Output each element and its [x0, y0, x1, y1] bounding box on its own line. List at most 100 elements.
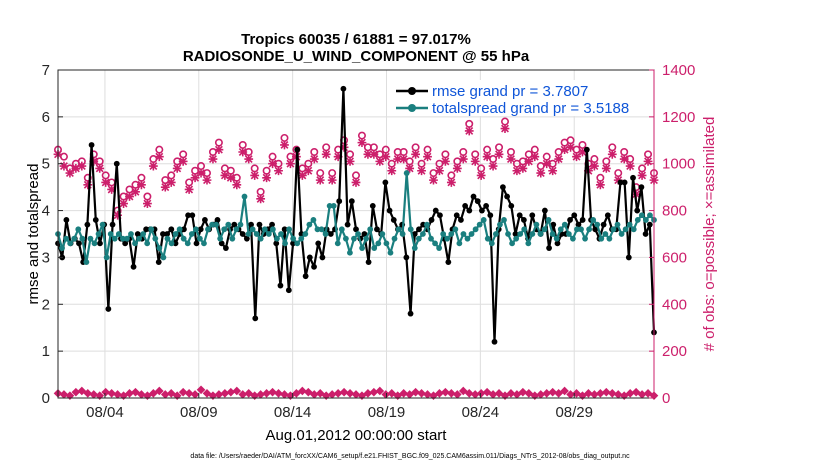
totalspread-point: [221, 226, 228, 233]
totalspread-point: [375, 240, 382, 247]
rmse-point: [630, 174, 636, 181]
y-left-tick-label: 1: [42, 343, 50, 360]
totalspread-point: [533, 221, 540, 228]
totalspread-point: [144, 240, 151, 247]
totalspread-point: [91, 240, 98, 247]
obs-assimilated-point: [131, 187, 140, 197]
totalspread-point: [286, 226, 293, 233]
totalspread-point: [71, 235, 78, 242]
obs-assimilated-point: [369, 149, 379, 159]
rmse-point: [365, 259, 372, 266]
totalspread-point: [124, 235, 130, 242]
obs-assimilated-point: [554, 154, 564, 164]
totalspread-point: [237, 221, 244, 228]
obs-assimilated-point: [190, 173, 200, 183]
obs-rejected-point: [560, 386, 569, 396]
obs-assimilated-point: [429, 175, 438, 185]
rmse-point: [634, 207, 641, 214]
obs-rejected-point: [232, 386, 242, 396]
obs-assimilated-point: [196, 168, 206, 178]
totalspread-point: [148, 226, 155, 233]
totalspread-point: [440, 231, 447, 237]
obs-assimilated-point: [590, 161, 599, 171]
obs-rejected-point: [101, 387, 110, 397]
totalspread-point: [505, 231, 511, 237]
rmse-point: [390, 217, 397, 223]
totalspread-point: [614, 221, 621, 228]
obs-rejected-point: [184, 389, 194, 398]
obs-rejected-point: [458, 386, 468, 396]
totalspread-point: [557, 226, 564, 233]
rmse-point: [63, 217, 70, 223]
totalspread-point: [468, 231, 475, 237]
totalspread-point: [642, 217, 649, 223]
rmse-point: [105, 306, 112, 312]
totalspread-point: [176, 226, 183, 233]
totalspread-point: [448, 231, 455, 237]
totalspread-point: [379, 231, 386, 237]
totalspread-point: [119, 235, 126, 242]
obs-assimilated-point: [387, 166, 397, 176]
totalspread-point: [606, 235, 613, 242]
totalspread-point: [107, 231, 114, 237]
rmse-point: [130, 263, 137, 270]
rmse-point: [474, 198, 481, 205]
totalspread-point: [517, 231, 524, 237]
totalspread-point: [545, 217, 552, 223]
obs-assimilated-point: [59, 161, 69, 171]
rmse-point: [273, 240, 280, 247]
obs-assimilated-point: [542, 159, 552, 169]
y-left-tick-label: 4: [42, 203, 50, 220]
rmse-point: [294, 146, 301, 153]
totalspread-point: [318, 226, 325, 233]
rmse-point: [168, 226, 175, 233]
totalspread-point: [160, 254, 167, 261]
rmse-point: [160, 231, 166, 237]
obs-assimilated-point: [464, 126, 474, 136]
obs-rejected-point: [447, 389, 456, 398]
obs-assimilated-point: [625, 161, 635, 171]
totalspread-point: [87, 235, 94, 242]
x-tick-label: 08/29: [555, 404, 593, 421]
totalspread-point: [371, 245, 378, 251]
totalspread-point: [217, 235, 224, 242]
obs-assimilated-point: [280, 140, 289, 150]
obs-assimilated-point: [405, 164, 415, 173]
obs-rejected-point: [95, 391, 105, 400]
legend: rmse grand pr = 3.7807 totalspread grand…: [393, 80, 652, 117]
legend-rmse-label: rmse grand pr = 3.7807: [432, 83, 588, 100]
totalspread-point: [213, 221, 220, 228]
rmse-point: [189, 212, 196, 219]
totalspread-point: [63, 235, 70, 242]
rmse-point: [277, 282, 284, 289]
obs-rejected-point: [143, 391, 152, 400]
rmse-point: [353, 226, 359, 233]
rmse-point: [621, 179, 628, 186]
y-right-tick-label: 800: [662, 203, 687, 220]
axis-ticks: 08/04 08/09 08/14 08/19 08/24 08/29 0 1 2 3 4 5 6 7 0 2…: [42, 62, 696, 421]
rmse-point: [181, 226, 187, 233]
obs-rejected-point: [65, 391, 75, 400]
obs-assimilated-point: [637, 171, 647, 180]
rmse-point: [214, 217, 221, 223]
totalspread-point: [164, 235, 171, 242]
totalspread-point: [298, 235, 305, 242]
totalspread-point: [152, 235, 159, 242]
obs-assimilated-point: [143, 199, 152, 208]
totalspread-point: [594, 221, 601, 228]
obs-rejected-point: [393, 391, 403, 400]
totalspread-point: [411, 245, 418, 251]
obs-assimilated-point: [83, 180, 93, 190]
rmse-point: [302, 273, 309, 280]
x-tick-label: 08/24: [462, 404, 500, 421]
obs-rejected-point: [292, 389, 301, 398]
rmse-point: [290, 240, 296, 247]
legend-totalspread-label: totalspread grand pr = 3.5188: [432, 100, 629, 117]
totalspread-point: [282, 240, 288, 247]
obs-rejected-point: [554, 389, 563, 398]
totalspread-point: [602, 231, 609, 237]
obs-assimilated-point: [321, 149, 331, 159]
totalspread-point: [197, 235, 203, 242]
obs-assimilated-point: [399, 154, 409, 164]
